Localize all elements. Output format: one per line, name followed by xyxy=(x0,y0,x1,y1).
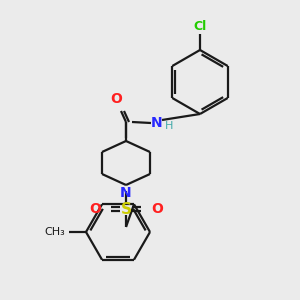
Text: O: O xyxy=(89,202,101,216)
Text: H: H xyxy=(165,121,173,131)
Text: CH₃: CH₃ xyxy=(44,227,65,237)
Text: O: O xyxy=(151,202,163,216)
Text: N: N xyxy=(151,116,163,130)
Text: N: N xyxy=(120,186,132,200)
Text: Cl: Cl xyxy=(194,20,207,33)
Text: O: O xyxy=(110,92,122,106)
Text: S: S xyxy=(121,202,131,217)
